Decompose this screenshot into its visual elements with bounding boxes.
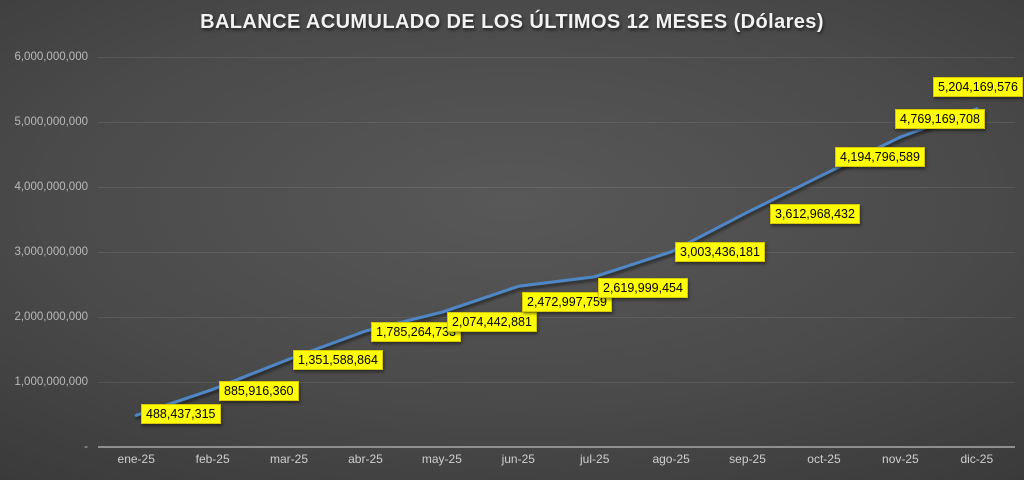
gridline — [98, 382, 1015, 383]
y-tick-label: 4,000,000,000 — [14, 181, 88, 193]
x-tick-label: sep-25 — [729, 452, 766, 466]
data-label: 5,204,169,576 — [933, 77, 1023, 97]
data-label: 2,619,999,454 — [598, 278, 688, 298]
data-label: 3,612,968,432 — [770, 204, 860, 224]
x-tick-label: ago-25 — [652, 452, 690, 466]
x-tick-label: abr-25 — [348, 452, 383, 466]
data-label: 488,437,315 — [141, 404, 221, 424]
gridline — [98, 122, 1015, 123]
x-axis-line — [98, 446, 1015, 448]
y-tick-label: 6,000,000,000 — [14, 51, 88, 63]
gridline — [98, 187, 1015, 188]
data-label: 3,003,436,181 — [675, 242, 765, 262]
gridline — [98, 317, 1015, 318]
y-tick-label: 5,000,000,000 — [14, 116, 88, 128]
x-tick-label: jul-25 — [580, 452, 610, 466]
data-label: 4,194,796,589 — [835, 147, 925, 167]
data-label: 1,351,588,864 — [293, 350, 383, 370]
y-tick-label: 3,000,000,000 — [14, 246, 88, 258]
data-label: 1,785,264,733 — [371, 322, 461, 342]
data-label: 885,916,360 — [219, 381, 299, 401]
x-tick-label: feb-25 — [195, 452, 230, 466]
data-label: 2,472,997,759 — [522, 292, 612, 312]
x-tick-label: nov-25 — [882, 452, 919, 466]
x-tick-label: dic-25 — [960, 452, 994, 466]
x-tick-label: may-25 — [421, 452, 462, 466]
y-tick-label: 1,000,000,000 — [14, 376, 88, 388]
x-tick-label: jun-25 — [501, 452, 535, 466]
x-tick-label: oct-25 — [807, 452, 841, 466]
data-label: 4,769,169,708 — [895, 109, 985, 129]
gridline — [98, 252, 1015, 253]
gridline — [98, 57, 1015, 58]
x-tick-label: ene-25 — [117, 452, 155, 466]
y-tick-label: 2,000,000,000 — [14, 311, 88, 323]
x-tick-label: mar-25 — [270, 452, 309, 466]
chart-title: BALANCE ACUMULADO DE LOS ÚLTIMOS 12 MESE… — [200, 11, 824, 33]
data-label: 2,074,442,881 — [447, 312, 537, 332]
y-tick-label: - — [84, 441, 88, 453]
balance-series-line — [134, 107, 979, 417]
